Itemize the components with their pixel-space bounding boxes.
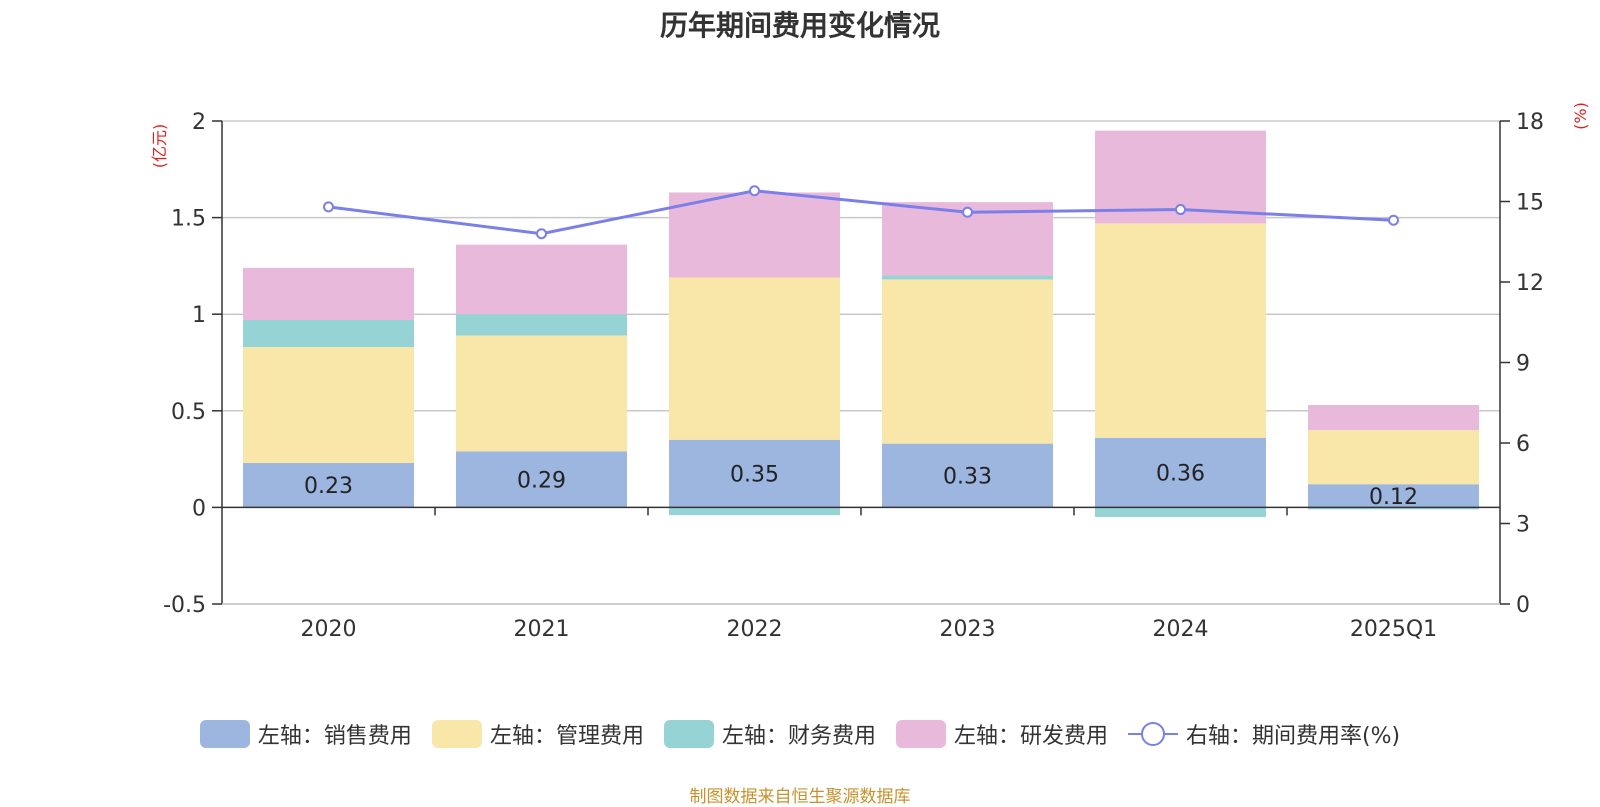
x-tick-label: 2021 <box>514 617 570 642</box>
bar-segment <box>456 335 627 452</box>
legend-label: 右轴：期间费用率(%) <box>1185 724 1401 749</box>
bar-segment <box>669 507 840 516</box>
chart-title: 历年期间费用变化情况 <box>659 9 940 42</box>
y-right-tick-label: 9 <box>1516 352 1530 377</box>
rate-point <box>536 228 547 240</box>
bar-segment <box>1095 223 1266 438</box>
bar-segment <box>243 462 414 508</box>
data-label: 0.36 <box>1156 462 1205 487</box>
legend-line-marker <box>1127 720 1178 748</box>
legend-swatch <box>663 720 714 748</box>
legend-label: 左轴：研发费用 <box>953 724 1108 749</box>
data-label: 0.23 <box>304 474 353 499</box>
x-tick-label: 2023 <box>940 617 996 642</box>
bar-segment <box>456 244 627 315</box>
rate-point <box>1388 214 1399 226</box>
data-label: 0.29 <box>517 468 566 493</box>
legend-item[interactable]: 右轴：期间费用率(%) <box>1127 718 1401 750</box>
y-left-tick-label: -0.5 <box>163 593 206 618</box>
chart-canvas: 0.23 0.29 0.35 0.33 0.36 0.12 -0.5 0 0.5 1 1.5 2 0 3 6… <box>150 102 1590 642</box>
source-note: 制图数据来自恒生聚源数据库 <box>689 787 911 807</box>
legend-item[interactable]: 左轴：财务费用 <box>663 718 876 750</box>
rate-point <box>749 185 760 197</box>
bar-segment <box>669 192 840 278</box>
bar-segment <box>882 443 1053 508</box>
bar-segment <box>456 451 627 508</box>
y-right-axis-label: (%) <box>1571 102 1590 130</box>
legend-label: 左轴：财务费用 <box>721 724 876 749</box>
bar-segment <box>882 275 1053 280</box>
y-right-tick-label: 6 <box>1516 432 1530 457</box>
bar-segment <box>1308 507 1479 510</box>
data-label: 0.33 <box>943 465 992 490</box>
bar-segment <box>243 267 414 320</box>
legend-item[interactable]: 左轴：管理费用 <box>431 718 644 750</box>
y-left-axis-label: (亿元) <box>150 124 169 169</box>
legend-label: 左轴：管理费用 <box>489 724 644 749</box>
rate-point <box>1175 204 1186 216</box>
bar-segment <box>669 439 840 508</box>
rate-point <box>962 206 973 218</box>
rate-line <box>328 189 1394 236</box>
y-right-tick-label: 3 <box>1516 513 1530 538</box>
y-right-tick-label: 12 <box>1516 271 1544 296</box>
y-left-tick-label: 2 <box>192 110 206 135</box>
y-left-tick-label: 1.5 <box>171 207 206 232</box>
x-tick-label: 2024 <box>1153 617 1209 642</box>
bar-segment <box>1308 430 1479 485</box>
legend-swatch <box>431 720 482 748</box>
bar-segment <box>243 347 414 463</box>
legend-item[interactable]: 左轴：研发费用 <box>895 718 1108 750</box>
x-tick-label: 2025Q1 <box>1350 617 1437 642</box>
y-right-tick-label: 18 <box>1516 110 1544 135</box>
y-left-tick-label: 0 <box>192 496 206 521</box>
y-right-tick-label: 0 <box>1516 593 1530 618</box>
data-label: 0.12 <box>1369 485 1418 510</box>
bar-segment <box>1308 484 1479 508</box>
bar-segment <box>243 319 414 348</box>
legend-swatch <box>895 720 946 748</box>
rate-point <box>323 201 334 213</box>
data-label: 0.35 <box>730 463 779 488</box>
x-tick-label: 2022 <box>727 617 783 642</box>
y-left-tick-label: 0.5 <box>171 400 206 425</box>
bar-segment <box>669 277 840 440</box>
y-left-tick-label: 1 <box>192 303 206 328</box>
legend-label: 左轴：销售费用 <box>257 724 412 749</box>
bar-segment <box>456 314 627 336</box>
chart-legend: 左轴：销售费用 左轴：管理费用 左轴：财务费用 左轴：研发费用 右轴：期间费用率(%) <box>0 718 1600 750</box>
legend-item[interactable]: 左轴：销售费用 <box>199 718 412 750</box>
bar-segment <box>1308 405 1479 431</box>
legend-swatch <box>199 720 250 748</box>
bar-segment <box>1095 507 1266 518</box>
x-tick-label: 2020 <box>301 617 357 642</box>
bar-segment <box>882 279 1053 444</box>
bar-segment <box>1095 437 1266 508</box>
y-right-tick-label: 15 <box>1516 191 1544 216</box>
